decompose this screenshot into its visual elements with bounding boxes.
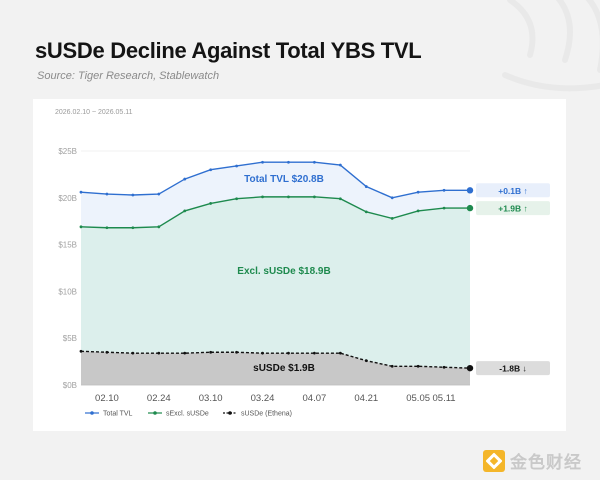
data-point xyxy=(364,359,368,363)
page-title: sUSDe Decline Against Total YBS TVL xyxy=(35,38,422,63)
x-tick-label: 03.10 xyxy=(199,393,223,404)
series-line xyxy=(80,350,471,369)
x-tick-label: 02.10 xyxy=(95,393,119,404)
jinse-logo-icon xyxy=(483,449,505,472)
legend-marker xyxy=(228,411,232,415)
decorative-tiger-watermark xyxy=(502,0,600,92)
data-point xyxy=(466,187,474,194)
data-point xyxy=(183,351,187,355)
data-point xyxy=(235,350,239,354)
y-tick-label: $25B xyxy=(58,147,77,156)
data-point xyxy=(287,160,290,164)
data-point xyxy=(235,164,239,168)
y-tick-label: $5B xyxy=(63,334,77,343)
legend-marker xyxy=(90,411,94,415)
y-tick-label: $15B xyxy=(58,241,77,250)
data-point xyxy=(338,163,342,167)
data-point xyxy=(79,190,83,194)
watermark: 金色财经 xyxy=(483,448,582,473)
data-point xyxy=(79,349,83,353)
chart-card: 2026.02.10 ~ 2026.05.11 $0B $5B $10B $15B $2… xyxy=(33,99,566,431)
area-label: sUSDe $1.9B xyxy=(253,363,315,374)
area-label: Excl. sUSDe $18.9B xyxy=(237,266,330,277)
change-badge: +0.1B ↑ xyxy=(476,183,550,198)
data-point xyxy=(183,209,187,213)
data-point xyxy=(442,365,446,369)
data-point xyxy=(157,351,161,355)
x-tick-label: 05.11 xyxy=(433,393,456,404)
x-tick-label: 04.07 xyxy=(303,393,327,404)
data-point xyxy=(261,195,264,199)
data-point xyxy=(157,225,161,229)
legend-label: Total TVL xyxy=(103,411,133,418)
data-point xyxy=(131,226,135,230)
legend-label: sUSDe (Ethena) xyxy=(241,411,292,418)
data-point xyxy=(442,188,446,192)
total-tvl-area xyxy=(81,162,470,228)
data-point xyxy=(313,195,316,199)
data-point xyxy=(338,197,342,201)
series-line xyxy=(80,161,470,199)
data-point xyxy=(157,192,161,196)
data-point xyxy=(261,160,264,164)
data-point xyxy=(287,351,290,355)
series-line xyxy=(80,196,470,229)
x-tick-label: 03.24 xyxy=(251,393,275,404)
change-badge-box xyxy=(476,201,550,216)
data-point xyxy=(466,204,474,212)
area-label: Total TVL $20.8B xyxy=(244,174,324,185)
data-point xyxy=(313,160,316,164)
susde-area xyxy=(81,351,470,385)
y-tick-label: $20B xyxy=(58,194,77,203)
data-point xyxy=(79,225,83,229)
x-tick-label: 02.24 xyxy=(147,393,171,404)
data-point xyxy=(416,190,420,194)
date-range: 2026.02.10 ~ 2026.05.11 xyxy=(55,109,133,116)
data-point xyxy=(364,185,368,188)
y-tick-label: $0B xyxy=(63,381,77,390)
data-point xyxy=(466,364,474,372)
data-point xyxy=(416,209,420,213)
data-point xyxy=(390,216,394,220)
x-tick-label: 04.21 xyxy=(354,393,378,404)
data-point xyxy=(364,210,368,214)
x-tick-label: 05.05 xyxy=(406,393,430,404)
change-badge-text: +1.9B ↑ xyxy=(498,204,528,214)
chart-svg: $0B $5B $10B $15B $20B $25B 02.10 02.24 03.10 03.… xyxy=(58,147,550,418)
data-point xyxy=(131,351,135,355)
data-point xyxy=(416,364,420,368)
change-badge-box xyxy=(476,183,550,198)
data-point xyxy=(209,350,213,354)
data-point xyxy=(131,193,135,197)
change-badge-text: +0.1B ↑ xyxy=(498,186,528,196)
data-point xyxy=(235,197,239,201)
watermark-text: 金色财经 xyxy=(510,453,582,472)
data-point xyxy=(390,364,394,368)
data-point xyxy=(105,350,109,354)
data-point xyxy=(442,206,446,210)
page-source: Source: Tiger Research, Stablewatch xyxy=(37,70,220,82)
data-point xyxy=(183,177,187,181)
change-badge: +1.9B ↑ xyxy=(476,201,550,216)
data-point xyxy=(105,192,109,196)
data-point xyxy=(209,168,213,172)
legend-marker xyxy=(153,411,157,415)
excl-susde-area xyxy=(81,196,470,369)
data-point xyxy=(105,226,109,230)
data-point xyxy=(338,351,342,355)
change-badge-text: -1.8B ↓ xyxy=(499,364,526,374)
y-tick-label: $10B xyxy=(58,287,77,296)
legend-label: sExcl. sUSDe xyxy=(166,411,209,418)
change-badge-box xyxy=(476,361,550,376)
data-point xyxy=(261,351,264,355)
data-point xyxy=(287,195,290,199)
data-point xyxy=(390,196,394,200)
change-badge: -1.8B ↓ xyxy=(476,361,550,376)
data-point xyxy=(313,351,316,355)
data-point xyxy=(209,202,213,205)
